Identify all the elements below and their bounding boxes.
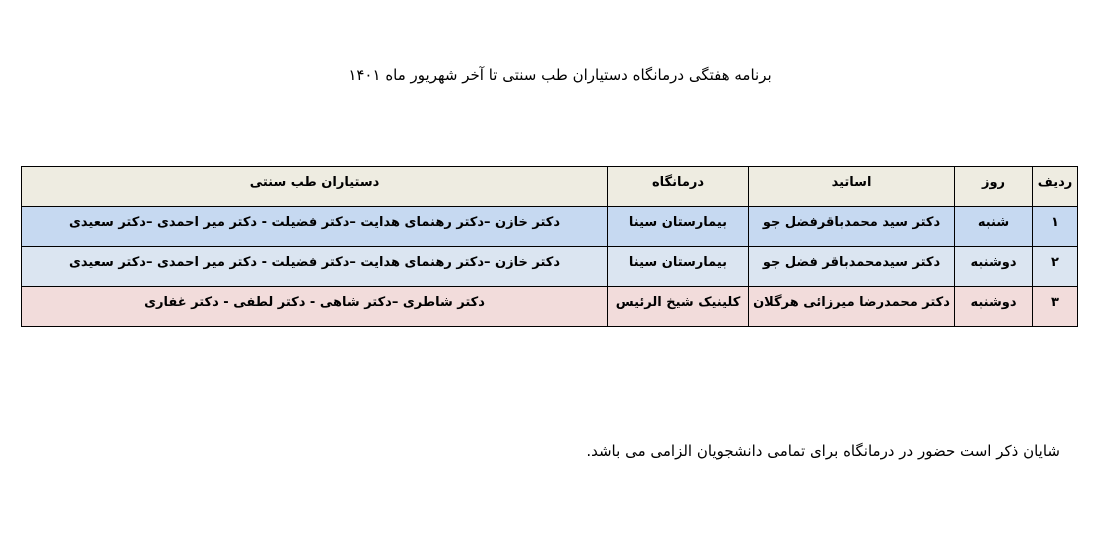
cell-day: دوشنبه	[954, 246, 1033, 287]
header-clinic: درمانگاه	[607, 166, 749, 207]
header-professors: اساتید	[748, 166, 955, 207]
cell-clinic: کلینیک شیخ الرئیس	[607, 286, 749, 327]
header-row-number: ردیف	[1032, 166, 1078, 207]
table-row: ۱ شنبه دکتر سید محمدباقرفضل جو بیمارستان…	[21, 206, 1078, 247]
cell-row-number: ۳	[1032, 286, 1078, 327]
footer-note: شایان ذکر است حضور در درمانگاه برای تمام…	[586, 442, 1060, 460]
table-header-row: ردیف روز اساتید درمانگاه دستیاران طب سنت…	[21, 166, 1078, 207]
cell-clinic: بیمارستان سینا	[607, 206, 749, 247]
cell-row-number: ۲	[1032, 246, 1078, 287]
page-title: برنامه هفتگی درمانگاه دستیاران طب سنتی ت…	[348, 66, 772, 84]
cell-professors: دکتر سیدمحمدباقر فضل جو	[748, 246, 955, 287]
table-row: ۳ دوشنبه دکتر محمدرضا میرزائی هرگلان کلی…	[21, 286, 1078, 327]
cell-residents: دکتر شاطری –دکتر شاهی - دکتر لطفی - دکتر…	[21, 286, 608, 327]
cell-professors: دکتر محمدرضا میرزائی هرگلان	[748, 286, 955, 327]
header-residents: دستیاران طب سنتی	[21, 166, 608, 207]
cell-clinic: بیمارستان سینا	[607, 246, 749, 287]
header-day: روز	[954, 166, 1033, 207]
table-row: ۲ دوشنبه دکتر سیدمحمدباقر فضل جو بیمارست…	[21, 246, 1078, 287]
cell-row-number: ۱	[1032, 206, 1078, 247]
schedule-table: ردیف روز اساتید درمانگاه دستیاران طب سنت…	[21, 166, 1078, 327]
cell-professors: دکتر سید محمدباقرفضل جو	[748, 206, 955, 247]
cell-day: دوشنبه	[954, 286, 1033, 327]
cell-day: شنبه	[954, 206, 1033, 247]
cell-residents: دکتر خازن –دکتر رهنمای هدایت –دکتر فضیلت…	[21, 246, 608, 287]
cell-residents: دکتر خازن –دکتر رهنمای هدایت –دکتر فضیلت…	[21, 206, 608, 247]
